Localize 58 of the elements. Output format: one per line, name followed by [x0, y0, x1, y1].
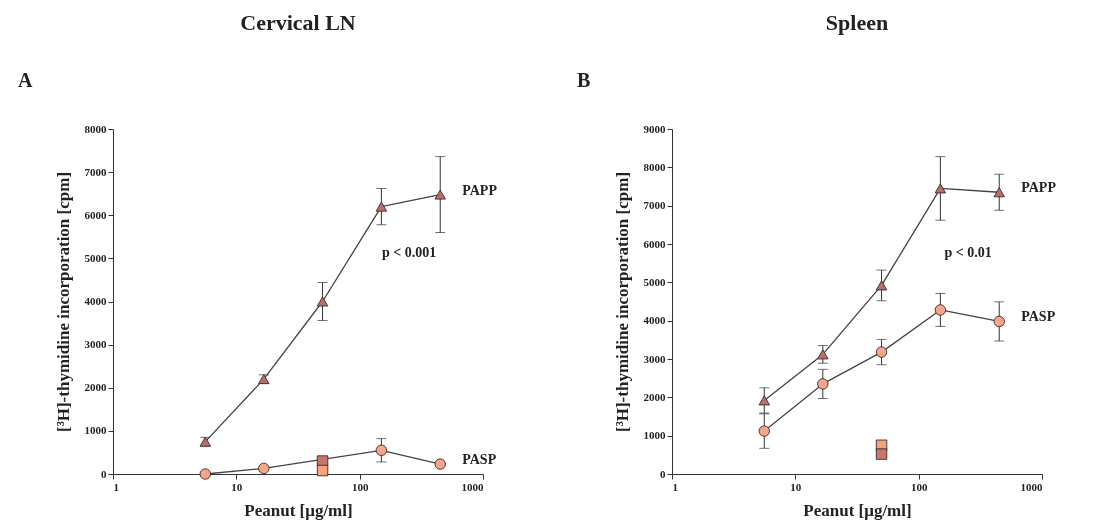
annotation: p < 0.01	[944, 245, 992, 261]
y-tick-label: 7000	[643, 199, 666, 212]
y-tick-label: 1000	[84, 424, 107, 437]
x-tick-label: 100	[351, 480, 369, 493]
x-tick-label: 100	[910, 480, 928, 493]
y-tick-label: 8000	[84, 122, 107, 135]
annotation: p < 0.001	[381, 245, 437, 261]
x-tick-label: 10	[231, 480, 243, 493]
y-tick-label: 4000	[643, 314, 666, 327]
point	[993, 315, 1005, 328]
point	[934, 304, 947, 316]
y-tick-label: 8000	[643, 160, 666, 173]
x-tick-label: 1	[672, 480, 678, 493]
y-tick-label: 3000	[84, 338, 107, 351]
point	[258, 462, 270, 475]
point	[375, 444, 388, 456]
point	[934, 183, 947, 194]
text: B	[577, 69, 591, 91]
y-tick-label: 6000	[84, 208, 107, 221]
series-label: PAPP	[1021, 180, 1057, 196]
point	[758, 395, 770, 406]
series-label: PASP	[1021, 309, 1056, 325]
y-tick-label: 0	[660, 467, 666, 480]
y-tick-label: 1000	[643, 429, 666, 442]
point	[758, 425, 770, 437]
y-tick-label: 7000	[84, 165, 107, 178]
point	[993, 187, 1005, 198]
point	[434, 458, 446, 470]
x-tick-label: 1000	[461, 480, 484, 493]
y-tick-label: 2000	[643, 390, 666, 403]
y-axis-title: [³H]-thymidine incorporation [cpm]	[53, 171, 73, 433]
point	[375, 201, 388, 212]
y-tick-label: 6000	[643, 237, 666, 250]
y-tick-label: 0	[101, 467, 107, 480]
x-tick-label: 1000	[1020, 480, 1043, 493]
y-tick-label: 5000	[643, 275, 666, 288]
point	[316, 296, 329, 307]
point	[875, 346, 888, 358]
chart-title: Spleen	[825, 10, 889, 35]
series-label: PASP	[462, 452, 497, 468]
x-axis-title: Peanut [μg/ml]	[244, 500, 353, 520]
y-tick-label: 3000	[643, 352, 666, 365]
series-label: PAPP	[462, 182, 498, 198]
y-tick-label: 9000	[643, 122, 666, 135]
point	[817, 378, 829, 390]
point	[817, 349, 829, 360]
x-tick-label: 10	[790, 480, 802, 493]
point	[875, 280, 888, 291]
y-tick-label: 5000	[84, 251, 107, 264]
point	[434, 189, 446, 200]
x-tick-label: 1	[113, 480, 119, 493]
chart-title: Cervical LN	[240, 10, 356, 35]
x-axis-title: Peanut [μg/ml]	[803, 500, 912, 520]
y-axis-title: [³H]-thymidine incorporation [cpm]	[612, 171, 632, 433]
y-tick-label: 4000	[84, 295, 107, 307]
point	[199, 468, 211, 480]
y-tick-label: 2000	[84, 381, 107, 394]
text: A	[18, 69, 33, 91]
